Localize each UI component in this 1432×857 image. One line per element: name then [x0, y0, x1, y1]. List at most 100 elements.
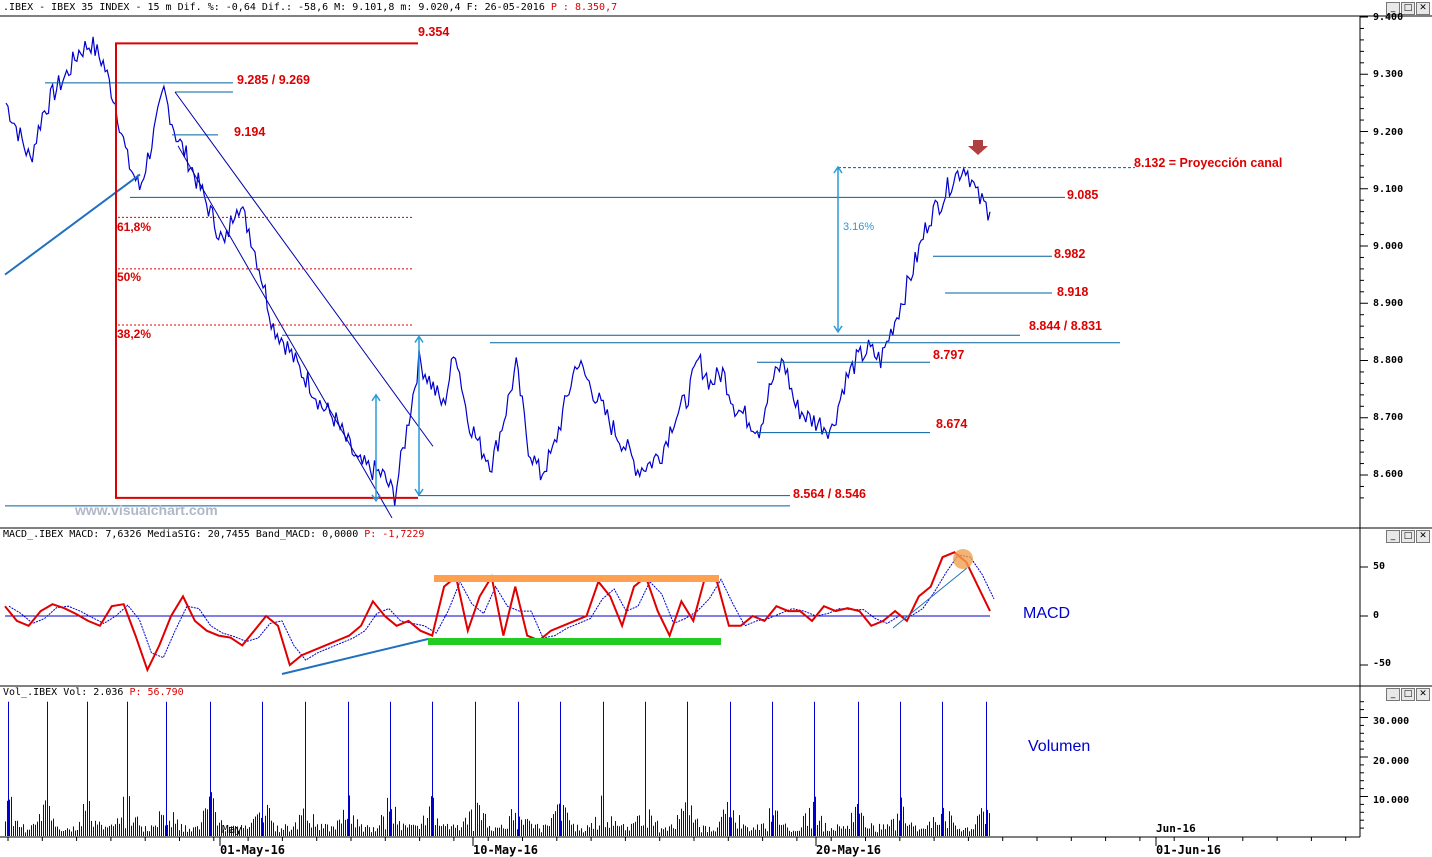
volume-bar — [927, 825, 928, 836]
volume-bar — [641, 825, 642, 836]
volume-bar — [885, 829, 886, 836]
volume-bar — [207, 809, 208, 836]
maximize-button[interactable]: □ — [1401, 2, 1415, 15]
volume-bar — [109, 825, 110, 836]
macd-line — [4, 551, 991, 673]
volume-bar — [841, 828, 842, 836]
volume-bar — [489, 825, 490, 836]
volume-bar — [319, 830, 320, 836]
volume-close-button[interactable]: ✕ — [1416, 688, 1430, 701]
arrow-range-1-head-top — [371, 393, 381, 402]
volume-bar — [639, 815, 640, 836]
volume-bar — [65, 830, 66, 836]
volume-bar — [317, 824, 318, 836]
volume-bar — [269, 808, 270, 836]
label-8564: 8.564 / 8.546 — [793, 487, 866, 501]
volume-bar — [633, 823, 634, 836]
volume-bar — [165, 825, 166, 836]
volume-bar — [347, 818, 348, 836]
volume-bar — [887, 824, 888, 836]
volume-bar — [367, 825, 368, 836]
volume-bar — [427, 818, 428, 836]
ytick-9100: 9.100 — [1373, 184, 1404, 195]
volume-bar — [813, 801, 814, 836]
volume-bar — [521, 819, 522, 836]
volume-bar — [283, 829, 284, 836]
volume-bar — [271, 820, 272, 836]
volume-bar — [763, 823, 764, 836]
volume-bar — [895, 830, 896, 836]
minimize-button[interactable]: _ — [1386, 2, 1400, 15]
volume-bar — [891, 819, 892, 836]
volume-bar — [393, 823, 394, 836]
volume-bar — [609, 827, 610, 836]
volume-bar — [355, 827, 356, 836]
volume-bar — [699, 826, 700, 836]
volume-bar — [461, 827, 462, 836]
volume-bar — [215, 812, 216, 836]
volume-bar — [529, 820, 530, 836]
volume-bar — [245, 825, 246, 836]
volume-bar — [349, 795, 350, 836]
volume-bar — [535, 824, 536, 836]
volume-bar — [513, 820, 514, 836]
volume-bar — [553, 814, 554, 836]
volume-bar — [585, 830, 586, 836]
volume-bar — [353, 815, 354, 836]
volume-bar — [623, 824, 624, 836]
volume-minimize-button[interactable]: _ — [1386, 688, 1400, 701]
macd-close-button[interactable]: ✕ — [1416, 530, 1430, 543]
volume-bar — [809, 807, 810, 836]
volume-bar — [5, 821, 6, 836]
macd-window-buttons: _ □ ✕ — [1386, 530, 1430, 543]
volume-bar — [779, 824, 780, 836]
volume-bar — [166, 701, 167, 836]
volume-bar — [601, 795, 602, 836]
volume-bar — [137, 816, 138, 836]
volume-bar — [986, 701, 987, 836]
volume-bar — [791, 831, 792, 836]
volume-bar — [59, 829, 60, 836]
volume-bar — [505, 829, 506, 836]
volume-bar — [981, 808, 982, 836]
volume-bar — [707, 832, 708, 836]
volume-bar — [881, 829, 882, 836]
volume-bar — [431, 796, 432, 836]
volume-bar — [685, 802, 686, 836]
fib-50: 50% — [117, 270, 142, 284]
volume-bar — [181, 823, 182, 836]
volume-bar — [941, 813, 942, 836]
label-projection: 8.132 = Proyección canal — [1134, 156, 1283, 170]
volume-bar — [831, 828, 832, 836]
volume-bar — [731, 817, 732, 836]
macd-header: MACD_.IBEX MACD: 7,6326 MediaSIG: 20,745… — [3, 529, 424, 540]
volume-bar — [159, 811, 160, 836]
volume-bar — [555, 811, 556, 836]
volume-bar — [518, 701, 519, 836]
volume-bar — [321, 823, 322, 836]
volume-bar — [305, 701, 306, 836]
volume-bar — [987, 809, 988, 836]
macd-minimize-button[interactable]: _ — [1386, 530, 1400, 543]
close-button[interactable]: ✕ — [1416, 2, 1430, 15]
macd-maximize-button[interactable]: □ — [1401, 530, 1415, 543]
volume-bar — [149, 831, 150, 836]
volume-bar — [909, 824, 910, 836]
volume-maximize-button[interactable]: □ — [1401, 688, 1415, 701]
volume-bar — [157, 827, 158, 836]
label-8844: 8.844 / 8.831 — [1029, 319, 1102, 333]
macd-header-p: P: -1,7229 — [364, 529, 425, 540]
ytick-macd-m50: -50 — [1373, 658, 1392, 669]
volume-bar — [703, 825, 704, 836]
volume-bar — [279, 832, 280, 836]
volume-bar — [79, 821, 80, 836]
volume-bar — [67, 828, 68, 836]
volume-bar — [631, 823, 632, 836]
volume-bar — [933, 817, 934, 836]
volume-bar — [41, 821, 42, 836]
volume-bar — [75, 830, 76, 836]
volume-bar — [403, 823, 404, 836]
label-8797: 8.797 — [933, 348, 965, 362]
volume-bar — [745, 825, 746, 836]
